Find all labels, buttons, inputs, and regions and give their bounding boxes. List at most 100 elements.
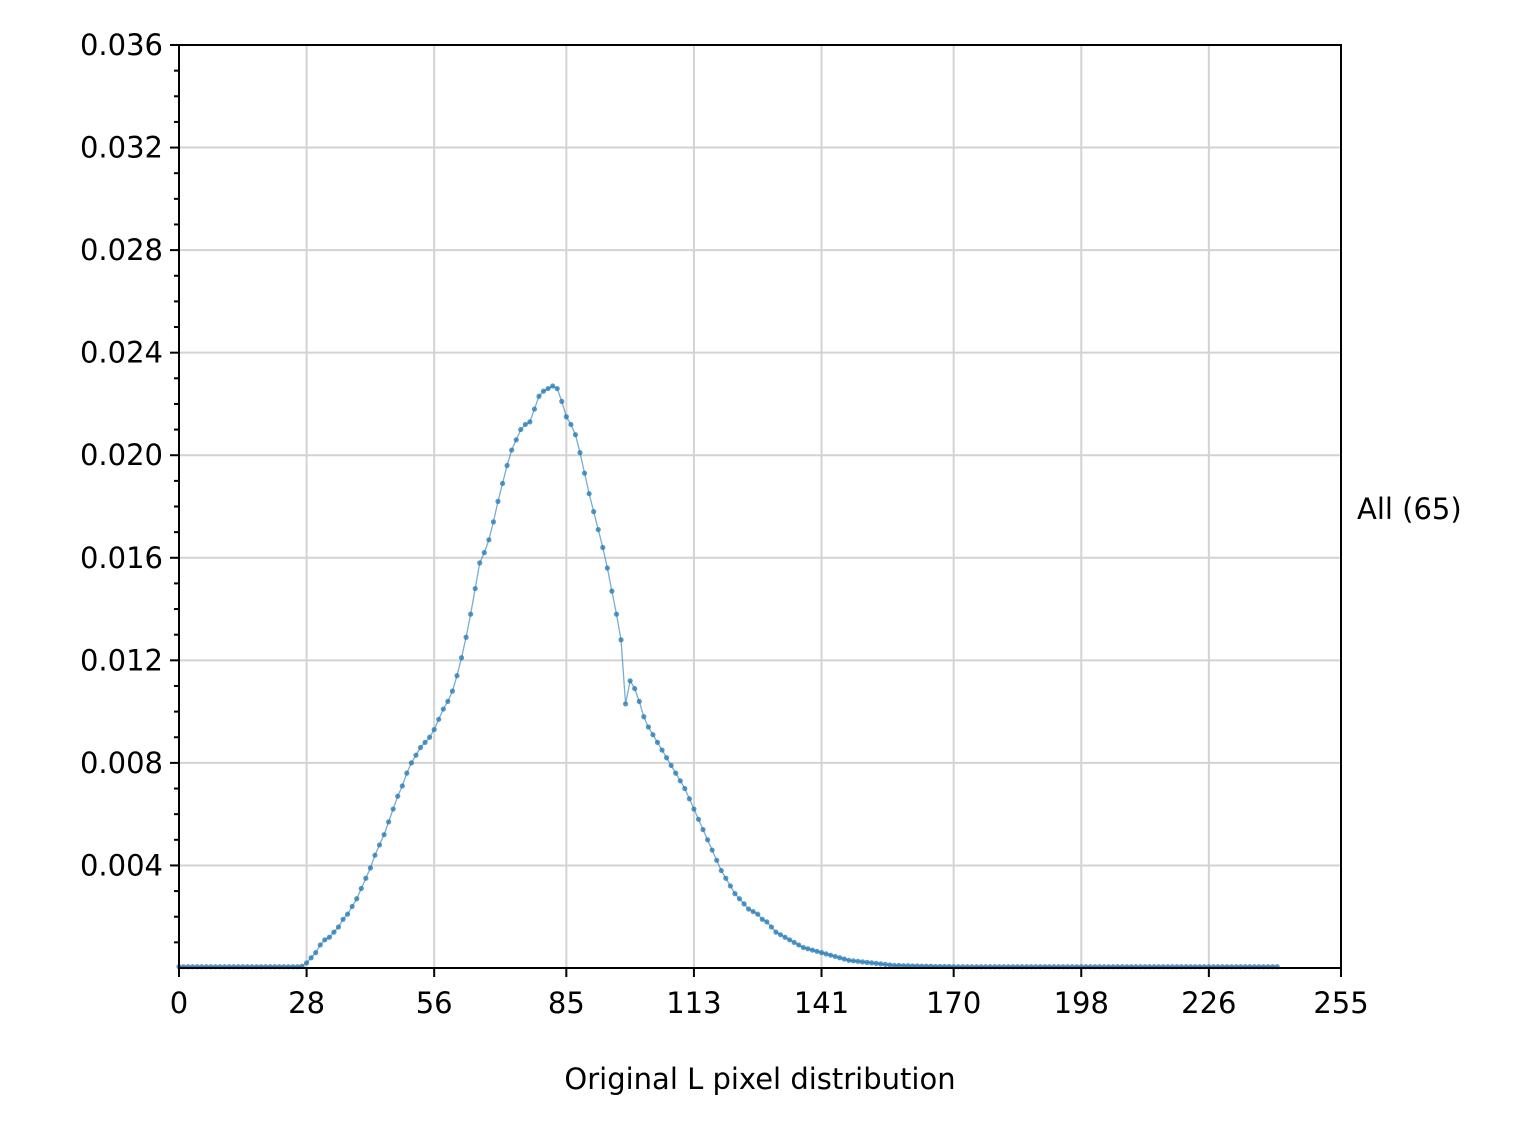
data-point: [864, 959, 870, 965]
data-point: [436, 716, 442, 722]
data-point: [805, 946, 811, 952]
data-point: [395, 793, 401, 799]
data-point: [718, 867, 724, 874]
data-point: [650, 732, 656, 738]
data-point: [832, 953, 838, 960]
data-point: [408, 760, 414, 766]
data-point: [358, 885, 364, 892]
x-tick-label: 28: [288, 986, 325, 1020]
x-tick-label: 255: [1313, 986, 1368, 1020]
data-point: [809, 947, 816, 953]
data-point: [773, 929, 779, 935]
data-point: [440, 706, 446, 712]
data-point: [654, 739, 661, 745]
data-point: [613, 611, 620, 617]
data-point: [372, 852, 378, 858]
data-point: [823, 951, 829, 957]
data-point: [818, 950, 825, 956]
data-point: [586, 491, 592, 497]
data-point: [768, 924, 774, 930]
data-point: [659, 747, 665, 753]
data-point: [791, 939, 797, 945]
data-point: [714, 857, 720, 863]
data-point: [882, 961, 888, 968]
data-point: [663, 755, 670, 761]
data-point: [509, 447, 515, 453]
data-point: [695, 816, 702, 822]
series-layer: [176, 383, 1280, 970]
data-point: [463, 634, 469, 640]
x-tick-label: 113: [666, 986, 721, 1020]
data-point: [668, 762, 674, 769]
data-point: [645, 724, 651, 730]
data-point: [468, 611, 474, 617]
x-tick-label: 0: [170, 986, 188, 1020]
data-point: [869, 960, 875, 966]
grid-layer: [179, 45, 1341, 968]
x-tick-label: 85: [548, 986, 585, 1020]
y-tick-label: 0.012: [80, 643, 163, 677]
data-point: [846, 957, 852, 963]
data-point: [887, 962, 893, 968]
data-point: [691, 806, 697, 812]
data-point: [472, 585, 478, 592]
data-point: [417, 744, 424, 751]
data-point: [322, 937, 328, 943]
data-point: [750, 908, 756, 915]
data-point: [486, 537, 492, 543]
data-point: [732, 891, 738, 897]
data-point: [604, 565, 610, 571]
y-tick-label: 0.028: [80, 233, 163, 267]
data-point: [759, 916, 765, 922]
data-point: [855, 958, 861, 964]
data-point: [814, 948, 820, 954]
data-point: [303, 960, 310, 966]
data-point: [746, 906, 752, 912]
data-point: [354, 896, 360, 902]
data-point: [627, 678, 633, 684]
data-point: [723, 875, 729, 881]
y-tick-label: 0.008: [80, 746, 163, 780]
data-point: [477, 560, 483, 566]
series-line: [179, 385, 1278, 968]
data-point: [577, 450, 583, 456]
data-point: [800, 944, 806, 951]
x-axis-label: Original L pixel distribution: [564, 1062, 955, 1096]
x-tick-label: 198: [1054, 986, 1109, 1020]
data-point: [340, 916, 346, 922]
data-point: [700, 826, 706, 833]
data-point: [308, 955, 314, 961]
data-point: [736, 896, 743, 902]
data-point: [859, 959, 866, 965]
data-point: [381, 832, 387, 838]
data-point: [495, 498, 501, 504]
y-tick-label: 0.016: [80, 541, 163, 575]
data-point: [837, 955, 843, 961]
data-point: [764, 919, 770, 925]
data-point: [531, 406, 538, 412]
data-point: [636, 698, 642, 704]
data-point: [349, 903, 355, 910]
data-point: [850, 958, 857, 964]
data-point: [878, 961, 884, 967]
y-tick-label: 0.024: [80, 336, 163, 370]
data-point: [499, 480, 506, 487]
data-point: [345, 911, 351, 917]
data-point: [550, 383, 556, 389]
y-tick-label: 0.004: [80, 848, 163, 882]
data-point: [404, 770, 410, 776]
data-point: [399, 783, 405, 789]
data-point: [331, 929, 337, 935]
data-point: [673, 770, 679, 776]
data-point: [618, 637, 624, 643]
data-point: [600, 544, 606, 551]
data-point: [787, 937, 793, 943]
data-point: [632, 685, 638, 692]
y-tick-label: 0.020: [80, 438, 163, 472]
data-point: [563, 414, 569, 420]
y-tick-label: 0.032: [80, 131, 163, 165]
data-point: [677, 778, 683, 784]
x-tick-label: 56: [416, 986, 453, 1020]
data-point: [413, 752, 419, 758]
data-point: [900, 963, 907, 969]
